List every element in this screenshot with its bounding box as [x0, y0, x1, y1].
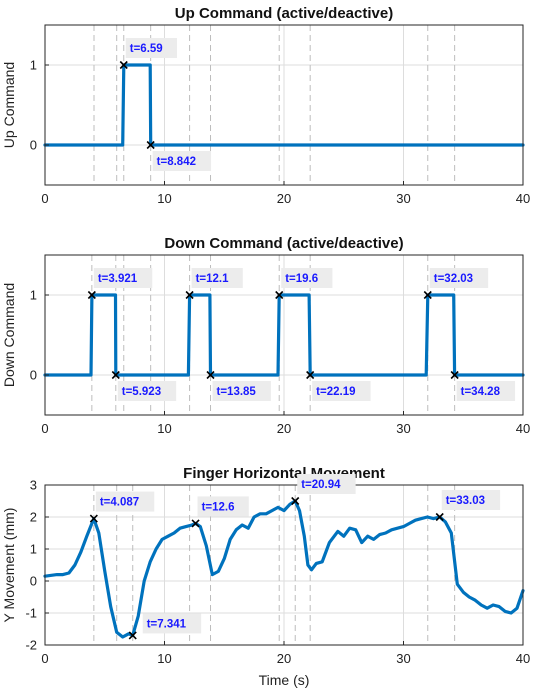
annotation-label: t=13.85 [217, 386, 257, 398]
annotation-box [117, 381, 177, 401]
marker-stroke [423, 290, 432, 300]
marker-stroke [275, 290, 284, 300]
annotation-box [152, 151, 212, 171]
data-marker [450, 370, 459, 380]
marker-stroke [128, 631, 137, 640]
data-marker [185, 290, 194, 300]
data-marker [206, 370, 215, 380]
y-tick-label: 1 [30, 542, 37, 557]
y-tick-label: -1 [25, 606, 37, 621]
chart-panel-1: 0 10 20 30 40 0 1 Up Command (active/deactive) U… [1, 5, 530, 206]
marker-stroke [291, 496, 300, 506]
y-tick-label: 0 [30, 138, 37, 153]
x-tick-label: 0 [41, 191, 48, 206]
annotation-box [125, 38, 177, 58]
data-marker [87, 290, 96, 300]
chart-title: Down Command (active/deactive) [164, 235, 403, 252]
y-tick-label: 1 [30, 58, 37, 73]
marker-stroke [146, 140, 155, 150]
annotation-box [429, 268, 489, 288]
chart-panel-2: 0 10 20 30 40 0 1 Down Command (active/deactive… [1, 235, 530, 436]
x-tick-label: 0 [41, 651, 48, 666]
x-tick-label: 20 [277, 421, 291, 436]
y-tick-label: -2 [25, 638, 37, 653]
annotation-box [93, 268, 153, 288]
marker-stroke [450, 370, 459, 380]
data-marker [111, 370, 120, 380]
marker-stroke [206, 370, 215, 380]
y-axis-label: Y Movement (mm) [1, 508, 17, 623]
marker-stroke [191, 519, 200, 528]
annotation-label: t=6.59 [130, 43, 163, 55]
x-axis-label: Time (s) [259, 672, 310, 688]
annotation-label: t=7.341 [147, 618, 187, 630]
y-tick-label: 0 [30, 574, 37, 589]
y-axis-label: Down Command [1, 283, 17, 387]
annotation-label: t=32.03 [434, 273, 473, 285]
annotation-label: t=12.1 [196, 273, 230, 285]
data-marker [435, 512, 444, 522]
chart-title: Up Command (active/deactive) [175, 5, 393, 22]
annotation-label: t=22.19 [316, 386, 355, 398]
data-marker [423, 290, 432, 300]
annotation-box [441, 490, 501, 510]
x-tick-label: 30 [396, 421, 410, 436]
x-tick-label: 20 [277, 191, 291, 206]
x-tick-label: 10 [157, 651, 171, 666]
x-tick-label: 30 [396, 651, 410, 666]
annotation-label: t=4.087 [100, 497, 139, 509]
x-tick-label: 40 [516, 191, 530, 206]
marker-stroke [111, 370, 120, 380]
y-tick-label: 2 [30, 510, 37, 525]
x-tick-label: 10 [157, 191, 171, 206]
annotation-box [95, 491, 155, 512]
y-tick-label: 0 [30, 368, 37, 383]
data-marker [275, 290, 284, 300]
annotation-label: t=19.6 [285, 273, 318, 285]
annotation-box [312, 381, 371, 401]
data-marker [291, 496, 300, 506]
x-tick-label: 20 [277, 651, 291, 666]
data-marker [191, 519, 200, 528]
series-line-1 [43, 63, 525, 147]
annotation-label: t=5.923 [122, 386, 161, 398]
marker-stroke [435, 512, 444, 522]
data-marker [89, 514, 98, 523]
annotation-label: t=12.6 [202, 501, 235, 513]
annotation-label: t=34.28 [461, 386, 501, 398]
x-tick-label: 40 [516, 651, 530, 666]
x-tick-label: 30 [396, 191, 410, 206]
marker-stroke [87, 290, 96, 300]
annotation-box [191, 268, 243, 288]
series-line-1 [43, 293, 525, 377]
annotation-label: t=3.921 [98, 273, 138, 285]
annotation-box [297, 474, 356, 494]
annotation-box [197, 496, 249, 517]
annotation-box [281, 268, 333, 288]
marker-stroke [119, 60, 128, 70]
marker-stroke [89, 514, 98, 523]
annotation-box [142, 613, 202, 634]
data-marker [119, 60, 128, 70]
x-tick-label: 10 [157, 421, 171, 436]
marker-stroke [185, 290, 194, 300]
annotation-box [212, 381, 271, 401]
x-tick-label: 0 [41, 421, 48, 436]
annotation-label: t=8.842 [157, 156, 196, 168]
annotation-box [456, 381, 516, 401]
data-marker [128, 631, 137, 640]
y-tick-label: 1 [30, 288, 37, 303]
annotation-label: t=33.03 [446, 495, 485, 507]
data-marker [306, 370, 315, 380]
annotation-label: t=20.94 [301, 479, 341, 491]
data-marker [146, 140, 155, 150]
y-axis-label: Up Command [1, 62, 17, 148]
x-tick-label: 40 [516, 421, 530, 436]
y-tick-label: 3 [30, 478, 37, 493]
marker-stroke [306, 370, 315, 380]
